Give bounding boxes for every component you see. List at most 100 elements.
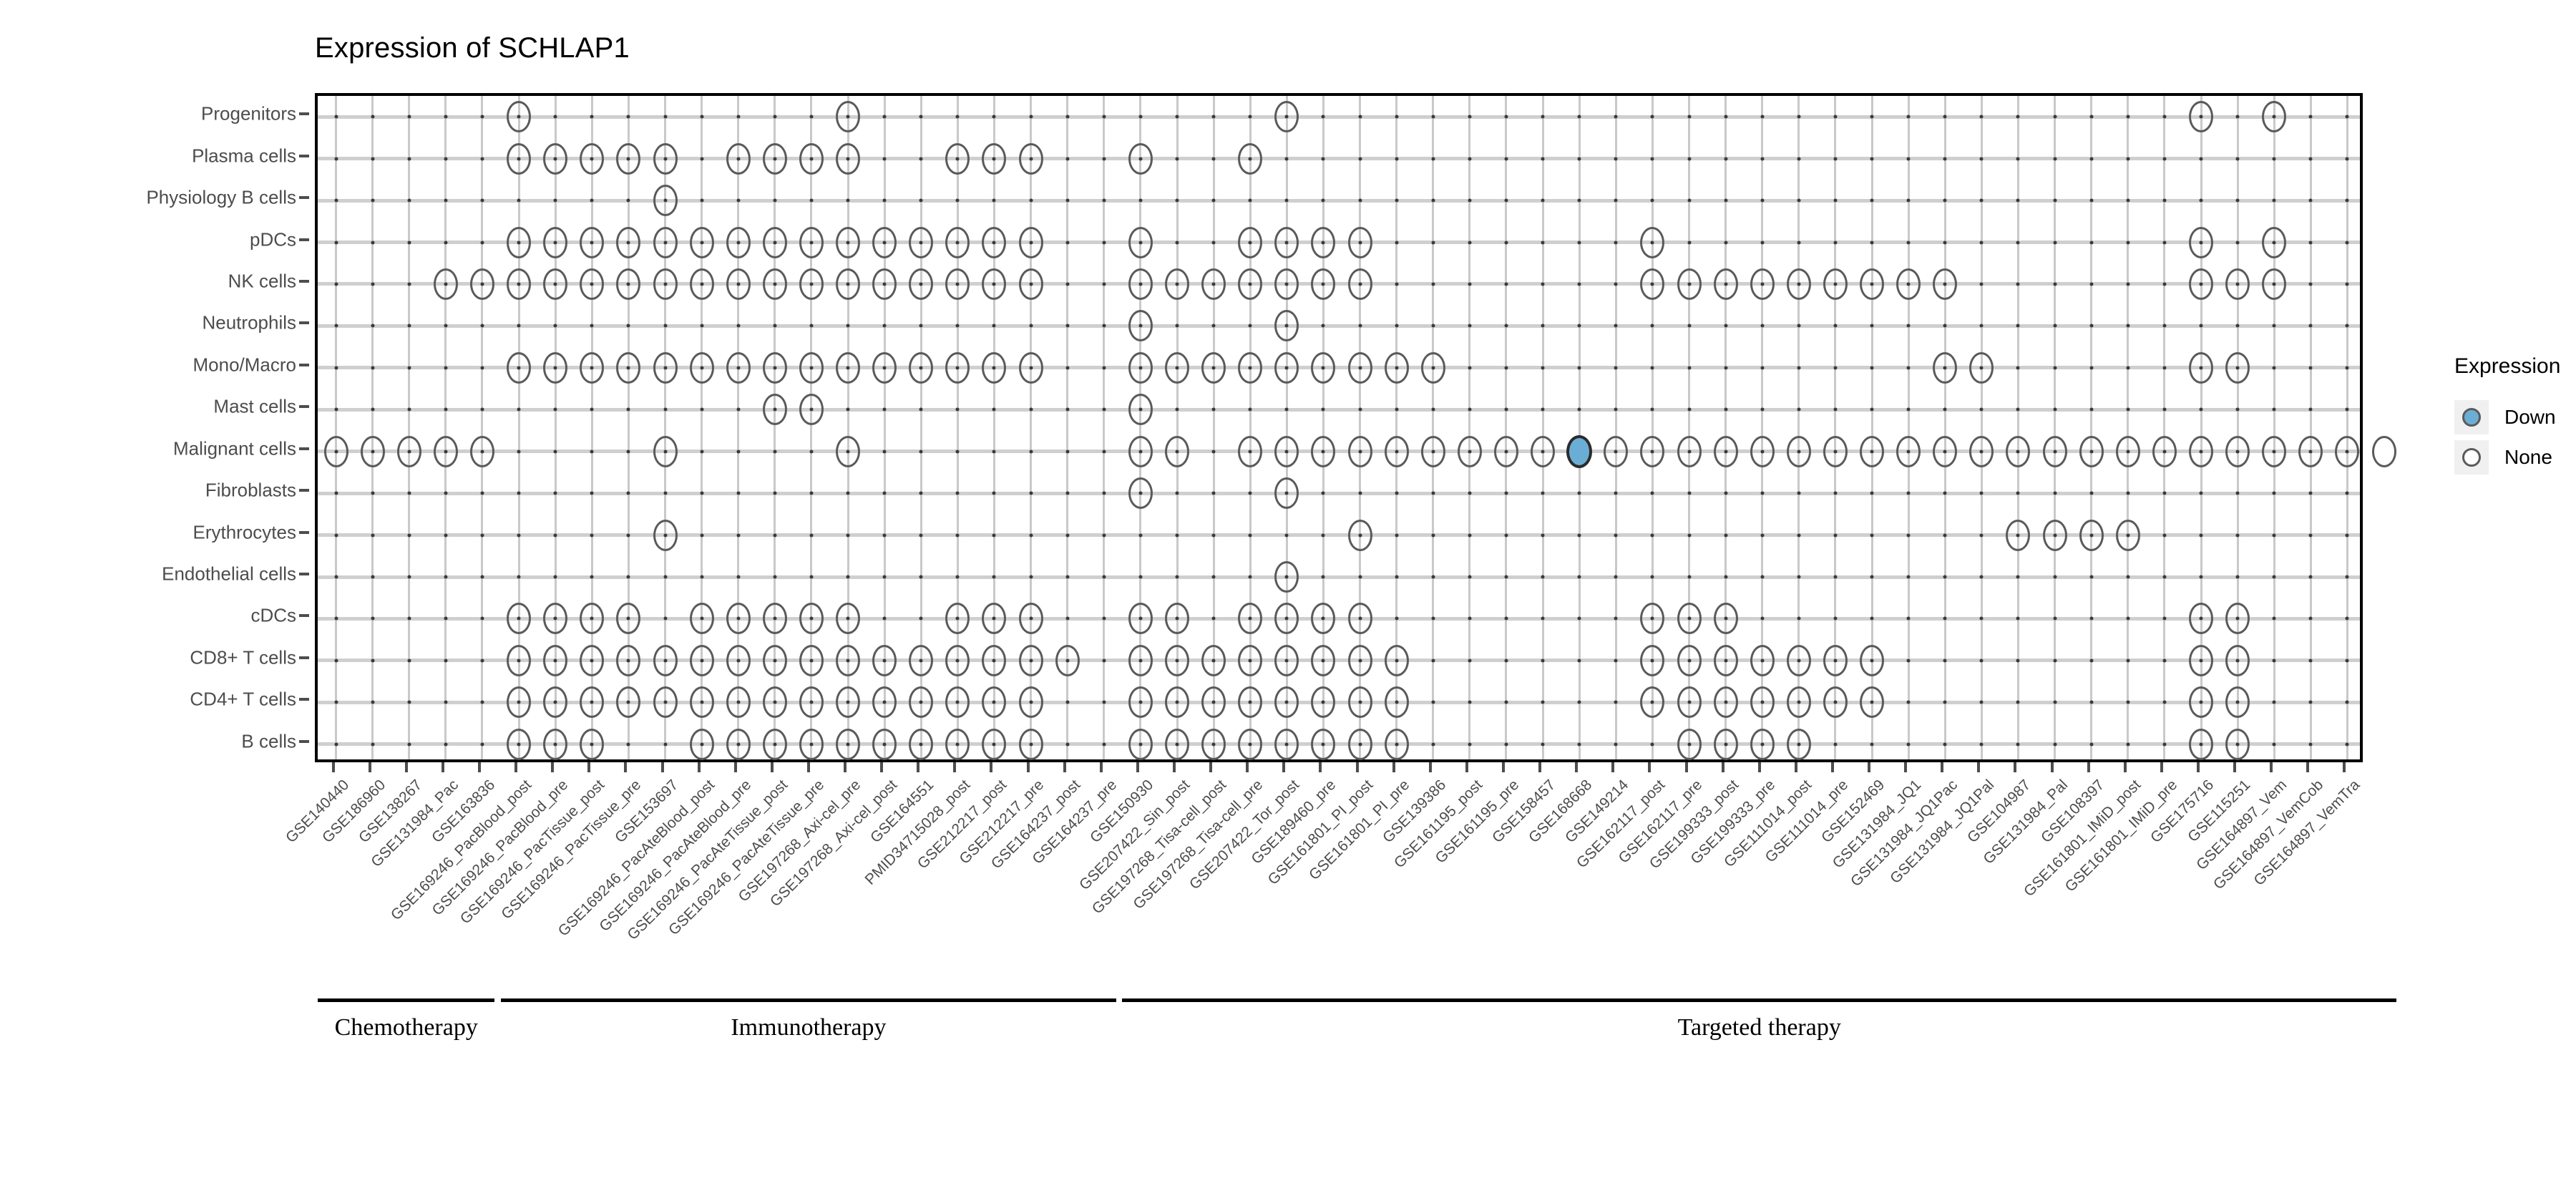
data-point-none[interactable] <box>1786 268 1811 300</box>
data-point-none[interactable] <box>1677 686 1702 719</box>
data-point-none[interactable] <box>1201 644 1226 676</box>
data-point-none[interactable] <box>1128 728 1153 760</box>
data-point-none[interactable] <box>945 351 970 384</box>
data-point-none[interactable] <box>1640 686 1665 719</box>
data-point-none[interactable] <box>872 268 897 300</box>
data-point-none[interactable] <box>1750 728 1775 760</box>
data-point-none[interactable] <box>2189 351 2214 384</box>
data-point-none[interactable] <box>1274 101 1299 133</box>
data-point-none[interactable] <box>1238 603 1263 635</box>
data-point-none[interactable] <box>1384 644 1409 676</box>
data-point-none[interactable] <box>836 351 861 384</box>
data-point-none[interactable] <box>1201 268 1226 300</box>
data-point-none[interactable] <box>1457 435 1482 467</box>
data-point-none[interactable] <box>1238 268 1263 300</box>
data-point-none[interactable] <box>1677 644 1702 676</box>
data-point-none[interactable] <box>507 268 532 300</box>
data-point-none[interactable] <box>762 603 787 635</box>
data-point-none[interactable] <box>945 686 970 719</box>
data-point-none[interactable] <box>1347 728 1372 760</box>
data-point-none[interactable] <box>1347 226 1372 258</box>
data-point-none[interactable] <box>2115 435 2140 467</box>
data-point-none[interactable] <box>1384 728 1409 760</box>
data-point-none[interactable] <box>982 142 1007 175</box>
data-point-none[interactable] <box>1238 142 1263 175</box>
data-point-none[interactable] <box>836 728 861 760</box>
data-point-none[interactable] <box>1713 435 1738 467</box>
data-point-none[interactable] <box>909 226 934 258</box>
data-point-none[interactable] <box>1713 644 1738 676</box>
data-point-none[interactable] <box>1128 351 1153 384</box>
data-point-none[interactable] <box>616 686 641 719</box>
data-point-none[interactable] <box>799 226 824 258</box>
data-point-none[interactable] <box>1311 686 1336 719</box>
data-point-none[interactable] <box>762 142 787 175</box>
data-point-none[interactable] <box>1713 728 1738 760</box>
data-point-none[interactable] <box>2189 435 2214 467</box>
data-point-none[interactable] <box>726 603 751 635</box>
data-point-none[interactable] <box>799 728 824 760</box>
data-point-none[interactable] <box>1274 686 1299 719</box>
data-point-none[interactable] <box>1274 268 1299 300</box>
data-point-none[interactable] <box>945 603 970 635</box>
data-point-none[interactable] <box>2298 435 2323 467</box>
data-point-none[interactable] <box>1347 435 1372 467</box>
data-point-none[interactable] <box>1384 435 1409 467</box>
data-point-none[interactable] <box>433 435 458 467</box>
data-point-none[interactable] <box>1896 435 1921 467</box>
data-point-none[interactable] <box>2152 435 2177 467</box>
data-point-none[interactable] <box>2006 435 2031 467</box>
data-point-none[interactable] <box>1018 226 1043 258</box>
data-point-none[interactable] <box>1823 435 1848 467</box>
data-point-none[interactable] <box>726 644 751 676</box>
data-point-none[interactable] <box>909 728 934 760</box>
data-point-none[interactable] <box>726 142 751 175</box>
data-point-none[interactable] <box>872 226 897 258</box>
data-point-none[interactable] <box>1896 268 1921 300</box>
data-point-none[interactable] <box>945 268 970 300</box>
data-point-none[interactable] <box>2042 435 2067 467</box>
data-point-none[interactable] <box>543 142 568 175</box>
data-point-none[interactable] <box>1165 644 1190 676</box>
data-point-none[interactable] <box>1165 603 1190 635</box>
data-point-none[interactable] <box>616 226 641 258</box>
data-point-none[interactable] <box>689 351 714 384</box>
data-point-none[interactable] <box>360 435 385 467</box>
data-point-none[interactable] <box>507 226 532 258</box>
data-point-none[interactable] <box>799 142 824 175</box>
data-point-none[interactable] <box>1786 644 1811 676</box>
data-point-none[interactable] <box>396 435 421 467</box>
data-point-none[interactable] <box>1311 351 1336 384</box>
data-point-none[interactable] <box>1640 435 1665 467</box>
data-point-none[interactable] <box>836 644 861 676</box>
data-point-none[interactable] <box>507 101 532 133</box>
data-point-none[interactable] <box>469 435 494 467</box>
data-point-none[interactable] <box>1750 644 1775 676</box>
data-point-none[interactable] <box>1128 435 1153 467</box>
data-point-none[interactable] <box>2189 101 2214 133</box>
data-point-none[interactable] <box>2042 519 2067 551</box>
data-point-none[interactable] <box>1347 686 1372 719</box>
data-point-none[interactable] <box>1677 728 1702 760</box>
data-point-none[interactable] <box>2079 435 2104 467</box>
data-point-none[interactable] <box>653 686 678 719</box>
data-point-none[interactable] <box>1311 226 1336 258</box>
data-point-none[interactable] <box>799 603 824 635</box>
data-point-none[interactable] <box>872 728 897 760</box>
data-point-none[interactable] <box>2335 435 2360 467</box>
data-point-none[interactable] <box>2225 435 2250 467</box>
data-point-none[interactable] <box>653 351 678 384</box>
data-point-none[interactable] <box>1933 351 1958 384</box>
data-point-none[interactable] <box>507 142 532 175</box>
data-point-none[interactable] <box>507 603 532 635</box>
data-point-none[interactable] <box>726 351 751 384</box>
data-point-none[interactable] <box>1201 686 1226 719</box>
data-point-none[interactable] <box>1238 351 1263 384</box>
data-point-none[interactable] <box>836 686 861 719</box>
data-point-none[interactable] <box>1677 268 1702 300</box>
data-point-none[interactable] <box>799 268 824 300</box>
data-point-none[interactable] <box>616 603 641 635</box>
data-point-none[interactable] <box>1165 728 1190 760</box>
data-point-none[interactable] <box>580 644 605 676</box>
data-point-none[interactable] <box>945 226 970 258</box>
